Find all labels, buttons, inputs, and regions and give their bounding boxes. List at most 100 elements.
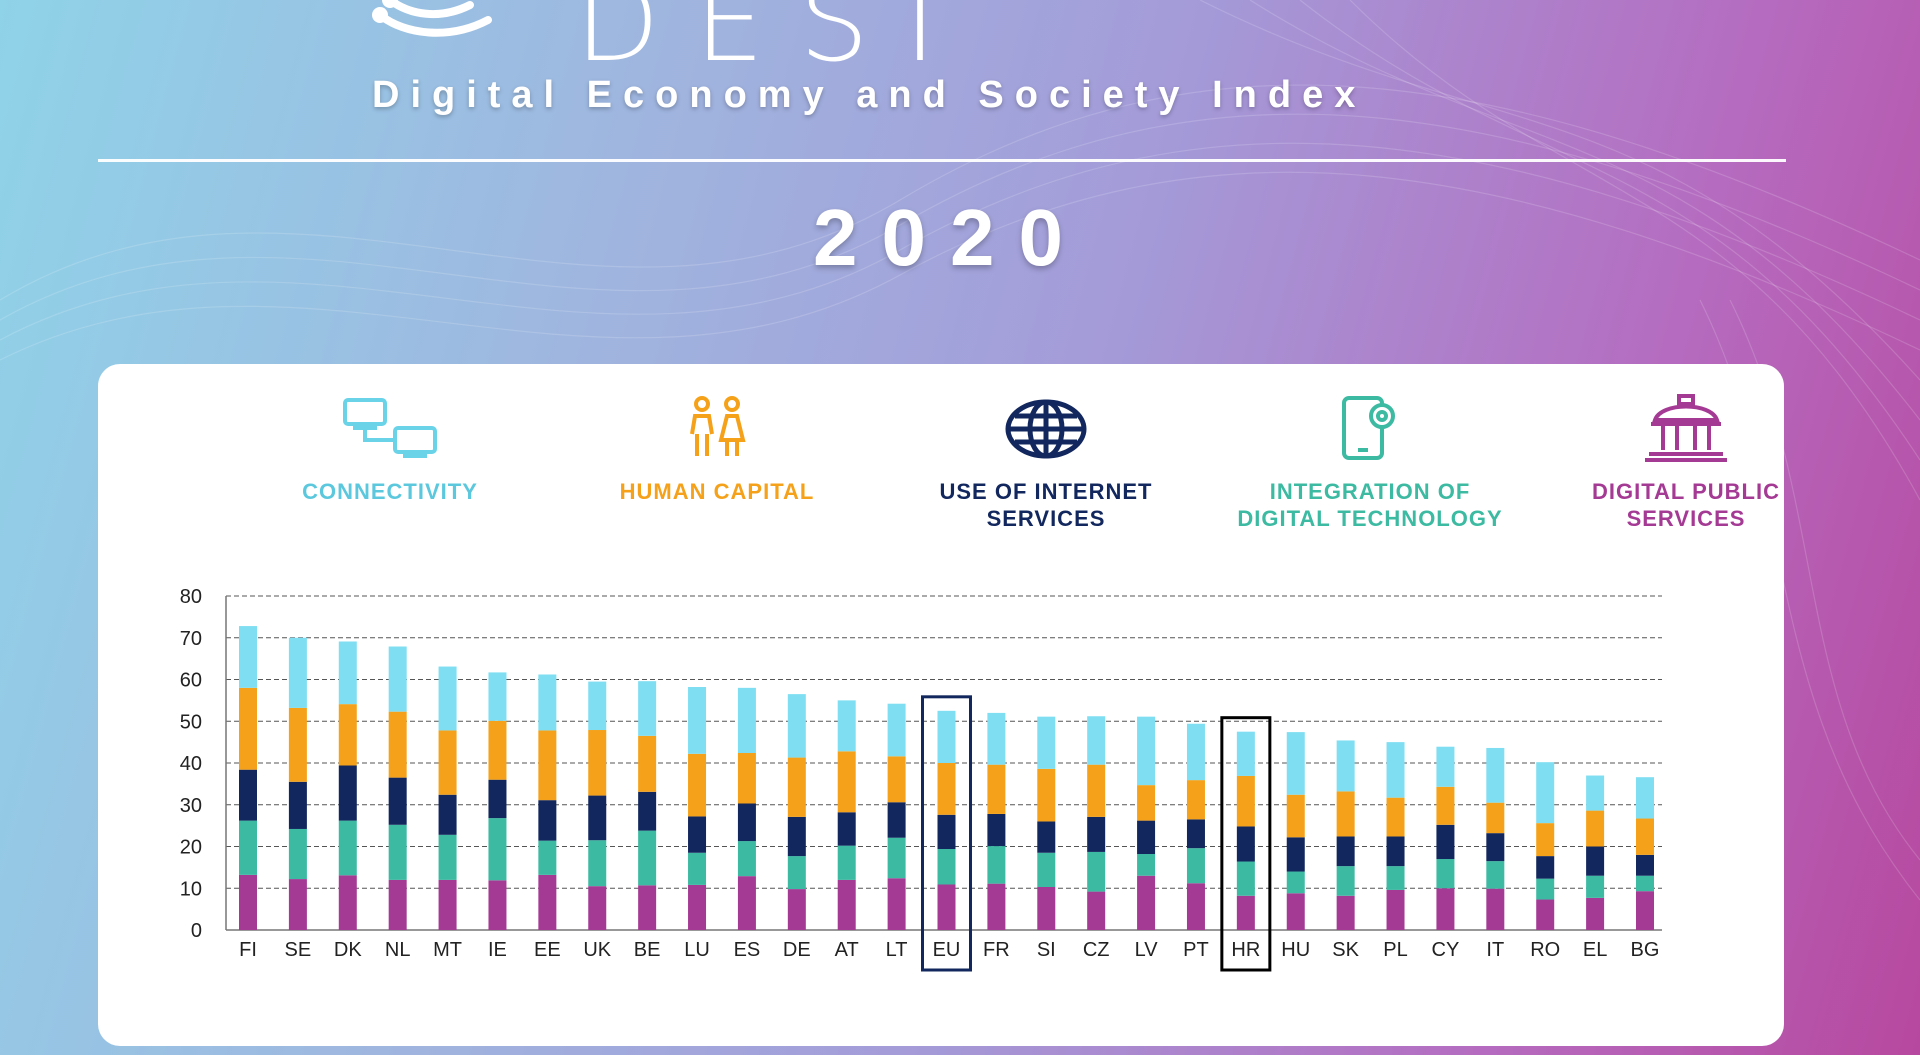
- bar-segment: [1336, 740, 1355, 792]
- x-tick-label: DK: [334, 939, 362, 961]
- bar-segment: [1286, 794, 1305, 838]
- legend-item-internet-services: USE OF INTERNET SERVICES: [886, 394, 1206, 532]
- bar-segment: [987, 764, 1006, 814]
- bar-segment: [638, 830, 657, 886]
- people-icon: [690, 396, 746, 456]
- x-tick-label: IT: [1486, 939, 1504, 961]
- bar-segment: [538, 730, 557, 801]
- circuit-logo-icon: [372, 0, 492, 37]
- bar-segment: [837, 845, 856, 880]
- bar-segment: [1386, 742, 1405, 798]
- x-tick-label: UK: [583, 939, 611, 961]
- bar-segment: [638, 735, 657, 792]
- bar-segment: [1236, 895, 1255, 930]
- stacked-bar-chart: 0 10 20 30 40 50 60 70 80 FI SE DK NL MT IE EE UK BE LU ES D…: [180, 586, 1662, 972]
- bar-segment: [1186, 819, 1205, 849]
- x-tick-label: SE: [285, 939, 312, 961]
- bar-segment: [987, 846, 1006, 884]
- bar-segment: [1386, 889, 1405, 930]
- bar-segment: [239, 769, 257, 821]
- desi-logo: [370, 0, 510, 55]
- bar-segment: [488, 818, 507, 881]
- bar-segment: [588, 886, 607, 930]
- bar-segment: [1087, 764, 1106, 817]
- bar-segment: [1636, 818, 1654, 855]
- legend-label-connectivity: CONNECTIVITY: [302, 479, 478, 504]
- x-tick-label: BG: [1631, 939, 1660, 961]
- bar-segment: [1236, 826, 1255, 862]
- y-tick-label: 40: [180, 753, 202, 775]
- bar-segment: [1236, 731, 1255, 776]
- bar-segment: [1037, 886, 1056, 930]
- y-tick-label: 70: [180, 628, 202, 650]
- bar-segment: [1186, 883, 1205, 930]
- x-tick-label: IE: [488, 939, 507, 961]
- bar-segment: [638, 885, 657, 930]
- y-tick-label: 50: [180, 711, 202, 733]
- x-tick-label: NL: [385, 939, 411, 961]
- x-tick-label: CY: [1432, 939, 1460, 961]
- bar-segment: [1137, 875, 1156, 930]
- header-divider: [98, 159, 1786, 162]
- bar-segment: [1286, 837, 1305, 872]
- bar-segment: [1636, 891, 1654, 930]
- bar-segment: [1536, 856, 1555, 879]
- bar-segment: [1236, 861, 1255, 896]
- bar-segment: [1486, 888, 1505, 930]
- bar-segment: [438, 879, 457, 930]
- bar-segment: [338, 765, 357, 821]
- page-subtitle: Digital Economy and Society Index: [372, 74, 1367, 116]
- globe-icon: [1005, 399, 1087, 459]
- bar-segment: [288, 781, 307, 829]
- x-tick-label: CZ: [1083, 939, 1110, 961]
- x-tick-label: DE: [783, 939, 811, 961]
- x-tick-label: AT: [835, 939, 859, 961]
- bar-segment: [688, 753, 707, 817]
- bar-segment: [1436, 786, 1455, 825]
- bar-segment: [1636, 875, 1654, 892]
- legend-item-connectivity: CONNECTIVITY: [230, 394, 550, 505]
- bar-segment: [1286, 893, 1305, 930]
- bar-segment: [1336, 895, 1355, 930]
- bar-segment: [937, 884, 956, 930]
- bar-segment: [538, 874, 557, 930]
- bar-segment: [388, 824, 407, 880]
- bar-segment: [488, 720, 507, 780]
- bar-segment: [1486, 861, 1505, 889]
- bar-segment: [787, 816, 806, 857]
- x-tick-label: LV: [1135, 939, 1159, 961]
- y-tick-label: 80: [180, 586, 202, 608]
- bar-segment: [1286, 871, 1305, 894]
- bar-segment: [288, 828, 307, 880]
- bar-segment: [1336, 791, 1355, 837]
- y-tick-label: 30: [180, 795, 202, 817]
- chart-card: CONNECTIVITY HUMAN CAPITAL: [98, 364, 1784, 1046]
- bar-segment: [787, 757, 806, 817]
- bar-segment: [1037, 821, 1056, 853]
- bar-segment: [588, 681, 607, 731]
- bar-segment: [588, 730, 607, 796]
- bar-segment: [1087, 851, 1106, 892]
- bar-segment: [438, 794, 457, 835]
- bar-segment: [1336, 836, 1355, 867]
- bar-segment: [588, 840, 607, 887]
- bar-segment: [438, 666, 457, 731]
- x-tick-label: SI: [1037, 939, 1056, 961]
- bar-segment: [1436, 746, 1455, 787]
- bar-segment: [688, 687, 707, 754]
- bar-segment: [1137, 854, 1156, 876]
- legend-label-internet-services: USE OF INTERNET SERVICES: [939, 479, 1153, 531]
- bar-segment: [987, 883, 1006, 930]
- bar-segment: [239, 687, 257, 770]
- bar-segment: [1536, 899, 1555, 930]
- x-tick-label: ES: [734, 939, 761, 961]
- bar-segment: [787, 694, 806, 758]
- bar-segment: [488, 779, 507, 819]
- bar-segment: [488, 880, 507, 930]
- x-tick-label: FI: [239, 939, 257, 961]
- bar-segment: [737, 752, 756, 804]
- bar-segment: [239, 820, 257, 875]
- bar-segment: [1636, 777, 1654, 819]
- legend-label-human-capital: HUMAN CAPITAL: [619, 479, 815, 504]
- bar-segment: [538, 800, 557, 841]
